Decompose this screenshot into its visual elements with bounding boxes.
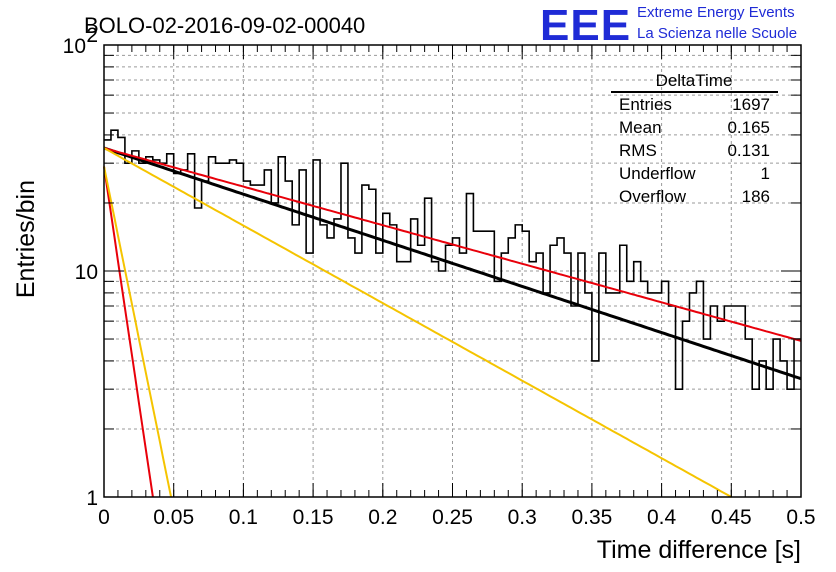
x-tick-label: 0.5 [786, 506, 815, 529]
eee-logo-line1: Extreme Energy Events [637, 4, 795, 21]
x-tick-label: 0.4 [647, 506, 677, 529]
chart-title: BOLO-02-2016-09-02-00040 [84, 13, 365, 38]
x-tick-label: 0.1 [229, 506, 258, 529]
x-tick-label: 0.35 [571, 506, 612, 529]
stats-label-entries: Entries [619, 95, 672, 114]
stats-value-rms: 0.131 [727, 141, 770, 160]
eee-logo-line2: La Scienza nelle Scuole [637, 25, 797, 42]
x-tick-label: 0.2 [368, 506, 397, 529]
y-tick-exponent: 2 [86, 24, 98, 47]
stats-value-overflow: 186 [742, 187, 770, 206]
y-tick-label: 1 [86, 487, 98, 510]
fit-total-black [103, 146, 802, 381]
fit-slow-red [103, 147, 802, 342]
stats-label-overflow: Overflow [619, 187, 687, 206]
stats-value-entries: 1697 [732, 95, 770, 114]
stats-label-mean: Mean [619, 118, 662, 137]
x-tick-label: 0.3 [508, 506, 537, 529]
stats-box: DeltaTime Entries 1697 Mean 0.165 RMS 0.… [611, 71, 778, 206]
eee-logo: EEE Extreme Energy Events La Scienza nel… [540, 1, 797, 50]
x-axis-title: Time difference [s] [597, 536, 801, 564]
x-tick-label: 0.25 [432, 506, 473, 529]
axis-ticks: 0 0.05 0.1 0.15 0.2 0.25 0.3 0.35 0.4 0.45 0.5 1 10 1… [63, 24, 816, 529]
stats-title: DeltaTime [656, 71, 733, 90]
y-axis-title: Entries/bin [12, 180, 40, 298]
y-tick-label: 10 [75, 261, 98, 284]
plot-area [103, 129, 802, 498]
x-tick-label: 0.45 [711, 506, 752, 529]
histogram-outline [104, 129, 801, 390]
eee-logo-mark: EEE [540, 1, 631, 50]
fit-fast-yellow [103, 166, 173, 498]
stats-value-underflow: 1 [761, 164, 770, 183]
y-tick-label: 10 [63, 35, 86, 58]
fit-slow-yellow [103, 147, 732, 498]
stats-label-underflow: Underflow [619, 164, 696, 183]
x-tick-label: 0.05 [153, 506, 194, 529]
stats-value-mean: 0.165 [727, 118, 770, 137]
x-tick-label: 0 [98, 506, 110, 529]
x-tick-label: 0.15 [293, 506, 334, 529]
fit-fast-red [103, 166, 154, 498]
stats-label-rms: RMS [619, 141, 657, 160]
grid [104, 45, 801, 497]
